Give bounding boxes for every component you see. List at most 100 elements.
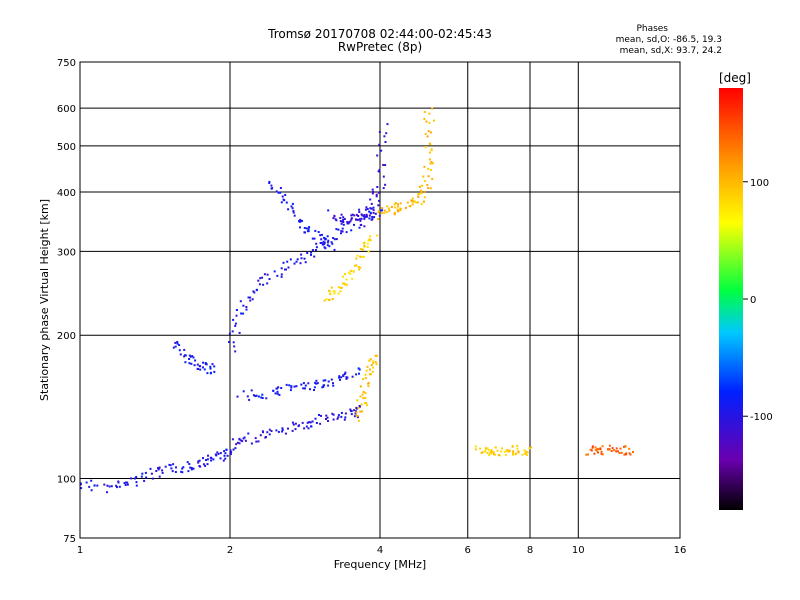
data-point [330, 241, 333, 244]
data-point [623, 445, 625, 448]
data-point [179, 353, 182, 356]
data-point [378, 143, 381, 146]
data-point [372, 209, 375, 212]
data-point [496, 449, 499, 452]
data-point [383, 209, 386, 212]
data-point [188, 463, 191, 465]
data-point [315, 249, 317, 251]
data-point [150, 472, 153, 475]
data-point [523, 449, 526, 452]
data-point [303, 227, 306, 229]
data-point [423, 191, 426, 193]
data-point [374, 354, 377, 357]
data-point [390, 206, 393, 208]
data-point [294, 422, 297, 425]
data-point [346, 283, 348, 286]
data-point [106, 484, 109, 487]
data-point [428, 151, 431, 154]
data-point [516, 447, 519, 450]
data-point [108, 485, 111, 488]
data-point [404, 206, 407, 209]
data-point [356, 254, 359, 257]
data-point [280, 267, 283, 270]
data-point [517, 451, 520, 454]
data-point [363, 217, 366, 220]
data-point [283, 199, 286, 202]
data-point [264, 436, 267, 439]
data-point [284, 194, 287, 196]
data-point [90, 479, 93, 482]
data-point [197, 368, 200, 370]
data-point [299, 226, 301, 229]
data-point [504, 454, 507, 457]
data-point [486, 447, 489, 450]
data-point [302, 382, 305, 385]
data-point [290, 386, 293, 389]
data-point [624, 445, 627, 448]
data-point [158, 475, 161, 478]
data-point [411, 197, 414, 200]
data-point [374, 361, 377, 364]
data-point [368, 217, 371, 220]
data-point [184, 354, 187, 357]
data-point [340, 213, 343, 216]
data-point [342, 223, 345, 226]
data-point [370, 218, 373, 221]
data-point [393, 213, 396, 216]
data-point [615, 447, 618, 450]
colorbar [719, 88, 743, 510]
data-point [335, 228, 338, 231]
data-point [272, 389, 275, 392]
data-point [397, 203, 399, 206]
data-point [372, 362, 375, 364]
data-point [332, 382, 334, 385]
data-point [281, 428, 284, 431]
data-point [311, 237, 314, 240]
data-point [276, 392, 279, 395]
data-point [333, 292, 336, 295]
data-point [325, 414, 328, 417]
data-point [313, 386, 316, 389]
data-point [360, 217, 363, 220]
data-point [347, 271, 350, 274]
data-point [600, 450, 603, 453]
data-point [331, 298, 334, 301]
data-point [308, 421, 311, 424]
data-point [388, 209, 391, 212]
data-point [381, 207, 384, 210]
data-point [384, 141, 387, 143]
data-point [199, 368, 202, 371]
data-point [242, 312, 245, 315]
data-point [599, 448, 602, 451]
data-point [234, 350, 237, 353]
data-point [303, 257, 306, 260]
data-point [345, 231, 348, 234]
data-point [350, 413, 353, 416]
data-point [601, 445, 604, 448]
data-point [126, 483, 129, 486]
data-point [323, 242, 326, 245]
data-point [608, 444, 611, 447]
x-tick-label: 8 [527, 545, 533, 556]
data-point [219, 457, 222, 460]
data-point [372, 360, 375, 363]
data-point [270, 187, 273, 190]
data-point [273, 270, 276, 273]
data-point [421, 184, 424, 187]
data-point [245, 308, 248, 311]
data-point [332, 237, 335, 239]
data-point [317, 231, 320, 233]
data-point [385, 211, 388, 214]
data-point [420, 192, 423, 195]
data-point [424, 133, 427, 135]
data-point [372, 366, 375, 369]
data-point [93, 484, 96, 487]
data-point [258, 283, 261, 286]
data-point [384, 164, 387, 166]
data-point [117, 480, 120, 483]
data-point [194, 359, 197, 362]
data-point [353, 223, 355, 226]
data-point [351, 375, 354, 378]
data-point [304, 231, 306, 234]
data-point [238, 442, 241, 445]
